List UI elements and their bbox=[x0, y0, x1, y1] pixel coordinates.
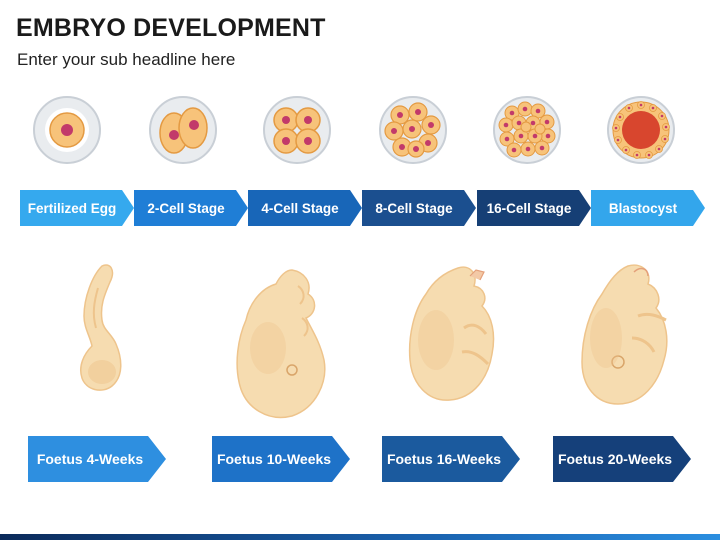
4-cell-stage-image bbox=[263, 96, 331, 164]
foetus-label: Foetus 10-Weeks bbox=[216, 451, 332, 467]
foetus-10-weeks-image bbox=[236, 269, 326, 419]
stage-label: Blastocyst bbox=[608, 200, 678, 216]
foetus-arrow-16-weeks: Foetus 16-Weeks bbox=[382, 436, 520, 482]
stage-arrow-blastocyst: Blastocyst bbox=[591, 190, 705, 226]
stage-arrow-8-cell: 8-Cell Stage bbox=[362, 190, 476, 226]
page-subtitle: Enter your sub headline here bbox=[17, 50, 236, 69]
stage-arrow-16-cell: 16-Cell Stage bbox=[477, 190, 591, 226]
foetus-arrow-4-weeks: Foetus 4-Weeks bbox=[28, 436, 166, 482]
blastocyst-image bbox=[607, 96, 675, 164]
fertilized-egg-image bbox=[33, 96, 101, 164]
foetus-arrow-10-weeks: Foetus 10-Weeks bbox=[212, 436, 350, 482]
stage-arrow-4-cell: 4-Cell Stage bbox=[248, 190, 362, 226]
footer-accent-bar bbox=[0, 534, 720, 540]
page-title: EMBRYO DEVELOPMENT bbox=[16, 14, 326, 42]
foetus-label: Foetus 4-Weeks bbox=[36, 451, 144, 467]
foetus-label: Foetus 20-Weeks bbox=[557, 451, 673, 467]
stage-arrow-2-cell: 2-Cell Stage bbox=[134, 190, 248, 226]
foetus-16-weeks-image bbox=[408, 266, 495, 401]
foetus-4-weeks-image bbox=[80, 264, 122, 391]
stage-label: 4-Cell Stage bbox=[261, 200, 339, 216]
8-cell-stage-image bbox=[379, 96, 447, 164]
stage-label: 16-Cell Stage bbox=[486, 200, 572, 216]
stage-label: 8-Cell Stage bbox=[375, 200, 453, 216]
foetus-arrow-20-weeks: Foetus 20-Weeks bbox=[553, 436, 691, 482]
2-cell-stage-image bbox=[149, 96, 217, 164]
foetus-20-weeks-image bbox=[581, 264, 668, 405]
foetus-label: Foetus 16-Weeks bbox=[386, 451, 502, 467]
stage-label: Fertilized Egg bbox=[27, 200, 117, 216]
stage-label: 2-Cell Stage bbox=[147, 200, 225, 216]
stage-arrow-fertilized-egg: Fertilized Egg bbox=[20, 190, 134, 226]
16-cell-stage-image bbox=[493, 96, 561, 164]
